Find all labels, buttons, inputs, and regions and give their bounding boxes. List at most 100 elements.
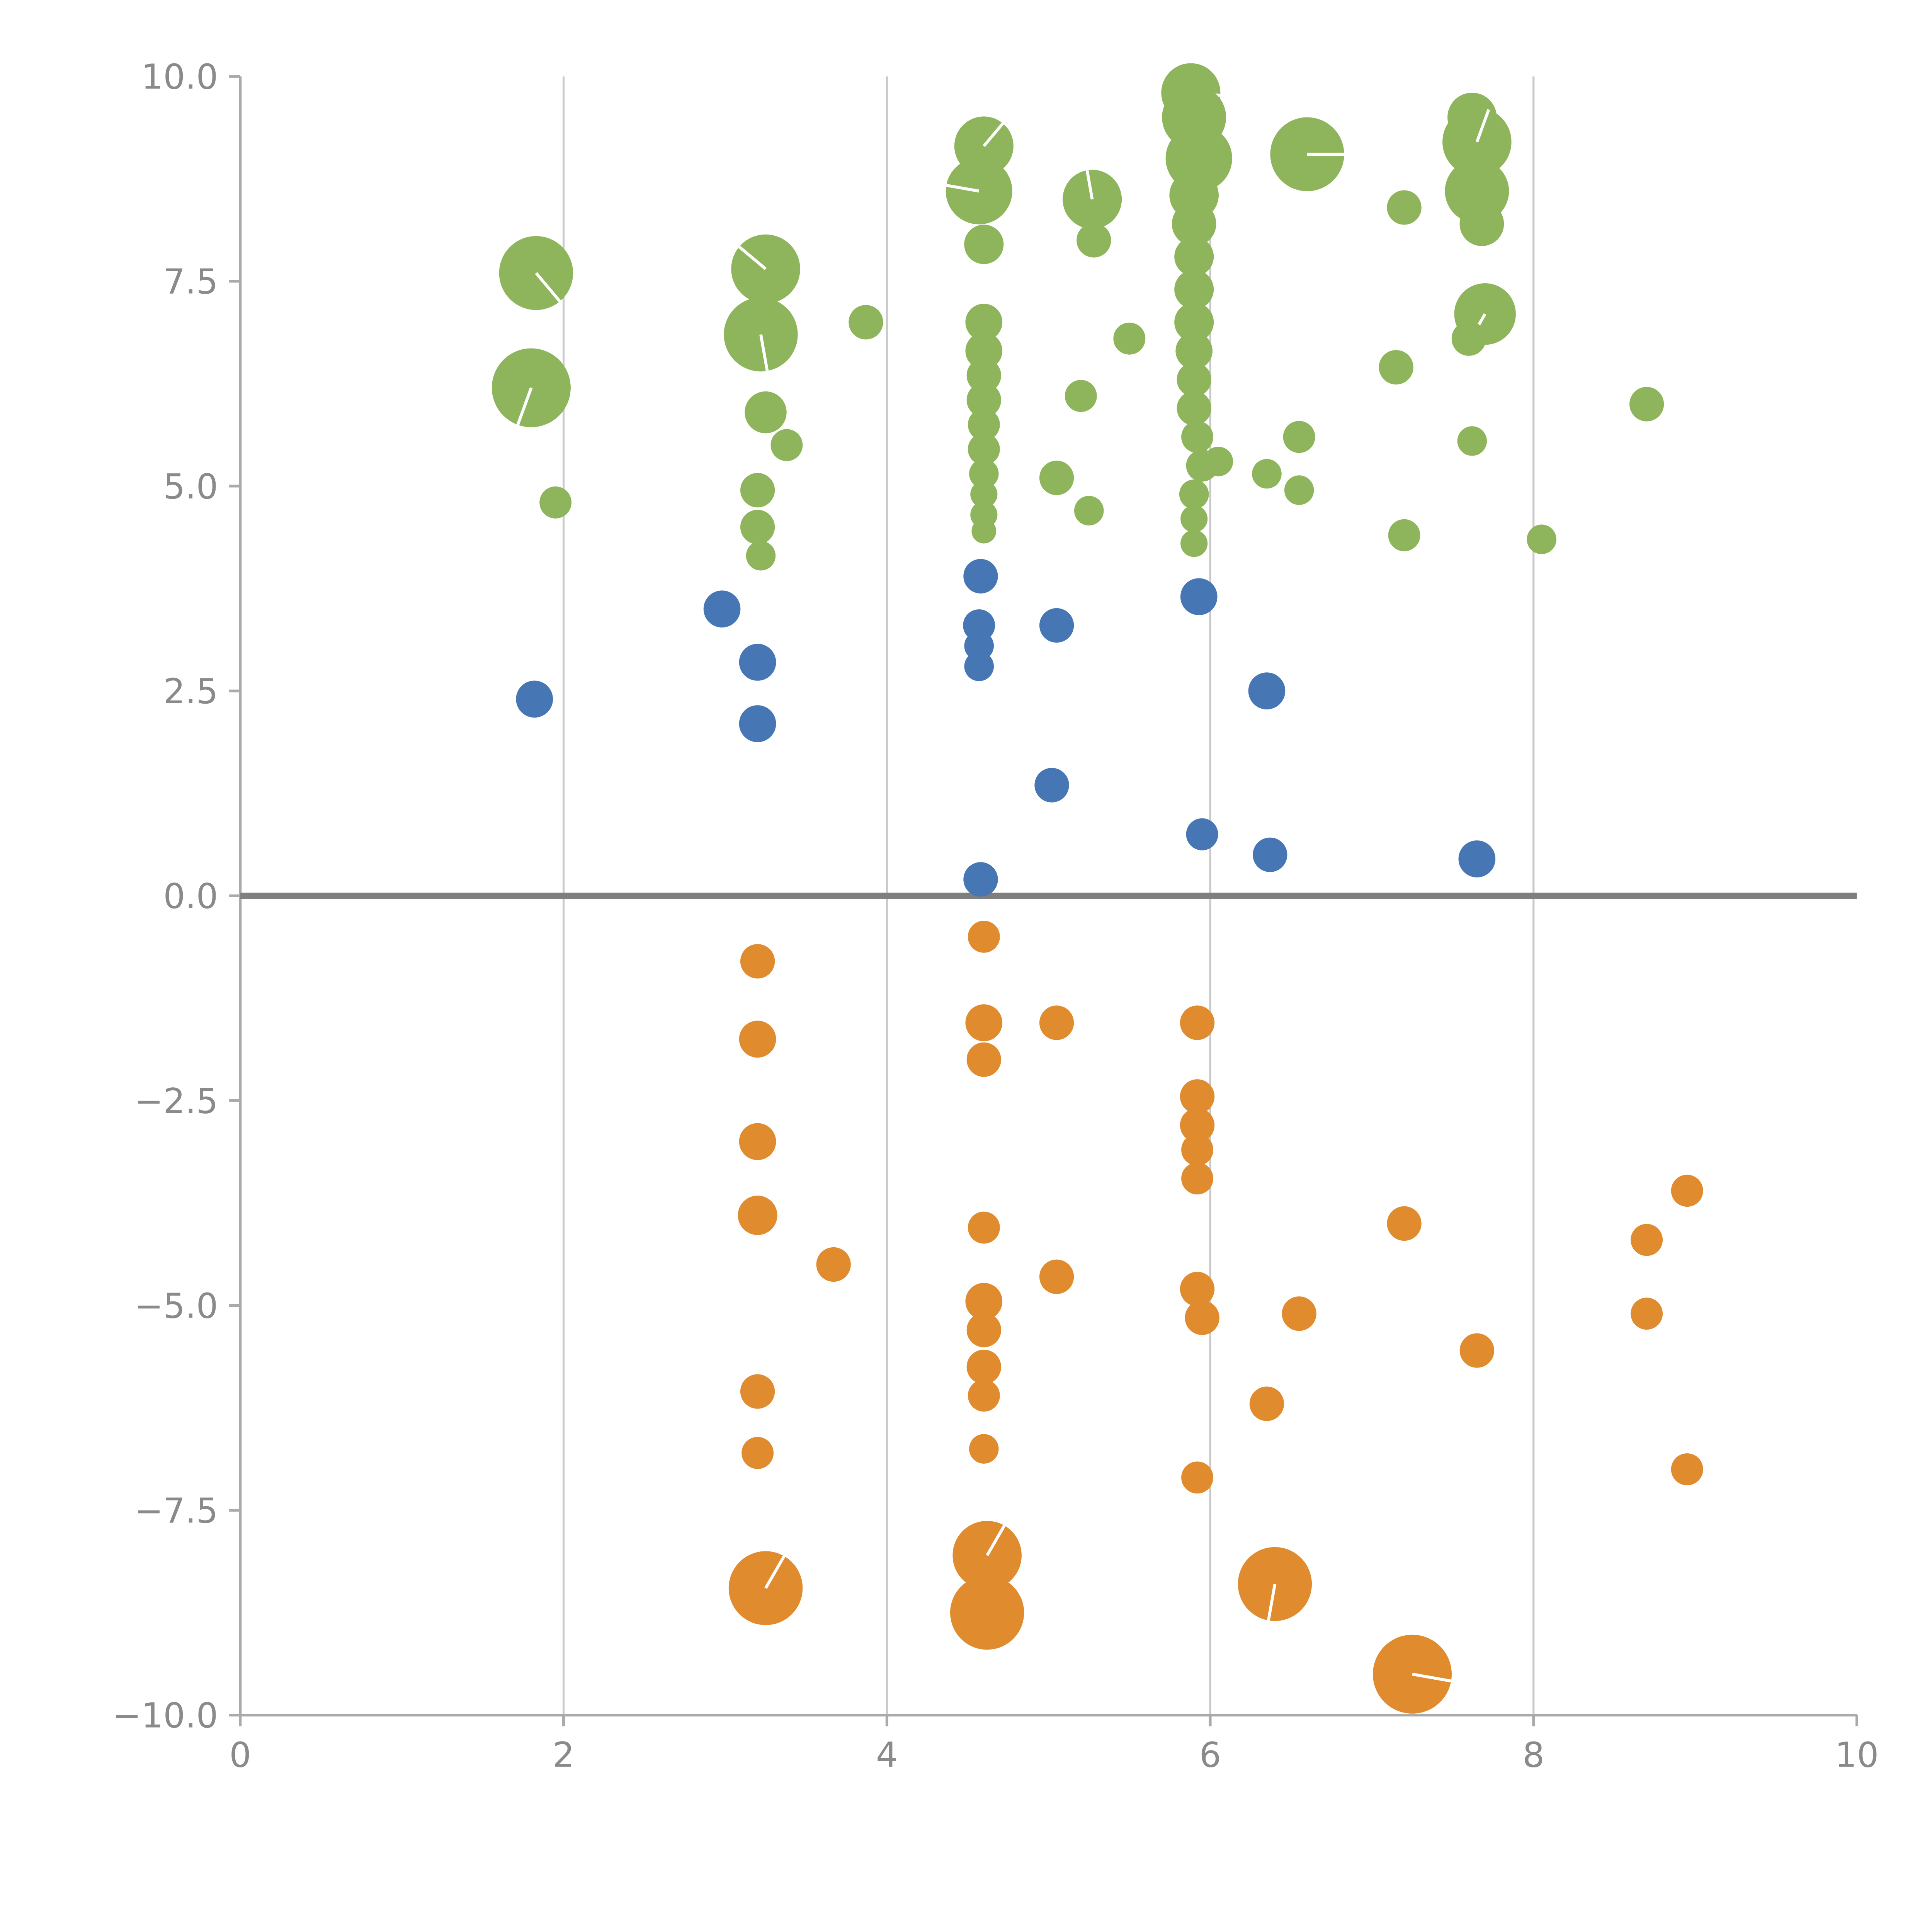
bubble-orange xyxy=(965,1004,1003,1041)
bubble-orange xyxy=(1039,1259,1074,1294)
bubble-radial-line xyxy=(1267,1583,1277,1621)
bubble-orange xyxy=(742,1437,774,1469)
bubble-orange xyxy=(740,1374,775,1409)
bubble-orange xyxy=(968,1211,1000,1244)
bubble-orange xyxy=(738,1196,777,1235)
bubble-blue xyxy=(739,705,776,742)
bubble-radial-line xyxy=(1085,170,1094,200)
bubble-green xyxy=(1074,496,1104,526)
bubble-green xyxy=(1203,447,1233,476)
bubble-blue xyxy=(1180,578,1218,616)
bubble-orange xyxy=(1180,1108,1215,1143)
bubble-orange xyxy=(966,1313,1001,1347)
bubble-green xyxy=(1175,332,1213,369)
bubble-orange xyxy=(1180,1079,1215,1114)
bubble-green xyxy=(1252,459,1282,489)
bubble-green xyxy=(1172,202,1216,246)
y-tick-label: 0.0 xyxy=(163,876,218,917)
bubble-green xyxy=(1113,322,1146,355)
y-tick-label: −2.5 xyxy=(134,1081,218,1121)
bubble-blue xyxy=(1248,672,1286,709)
bubbles-group xyxy=(492,63,1703,1714)
bubble-orange xyxy=(739,1123,776,1160)
bubble-orange xyxy=(739,1020,776,1058)
bubble-orange xyxy=(1181,1162,1213,1195)
bubble-green xyxy=(1174,237,1214,277)
bubble-orange xyxy=(1459,1333,1494,1368)
bubble-green xyxy=(1629,387,1664,422)
bubble-green xyxy=(1174,270,1214,310)
bubble-blue xyxy=(1458,840,1496,878)
bubble-blue xyxy=(739,644,776,681)
bubble-radial-line xyxy=(1475,109,1490,143)
bubble-orange xyxy=(740,944,775,979)
bubble-orange xyxy=(1631,1298,1663,1330)
bubble-radial-line xyxy=(986,1525,1006,1556)
bubble-radial-line xyxy=(1412,1672,1452,1683)
bubble-green xyxy=(968,408,1000,441)
bubble-orange xyxy=(950,1576,1024,1650)
x-tick-label: 2 xyxy=(553,1735,575,1776)
y-tick-label: 10.0 xyxy=(141,57,218,97)
bubble-green xyxy=(740,473,775,508)
bubble-orange xyxy=(966,1042,1001,1077)
bubble-green xyxy=(1180,505,1208,532)
bubble-orange xyxy=(966,1349,1001,1384)
bubble-orange xyxy=(968,920,1000,953)
bubble-orange xyxy=(1249,1386,1284,1421)
bubble-orange xyxy=(965,1283,1003,1320)
bubble-blue xyxy=(516,680,553,718)
bubble-green xyxy=(1379,350,1413,385)
bubble-orange xyxy=(1181,1134,1213,1166)
bubble-blue xyxy=(1034,768,1069,803)
bubble-green xyxy=(770,429,803,461)
bubble-green xyxy=(1387,190,1422,225)
bubble-radial-line xyxy=(738,245,767,270)
bubble-green xyxy=(966,358,1001,393)
bubble-blue xyxy=(703,590,741,628)
bubble-green xyxy=(966,383,1001,417)
bubble-orange xyxy=(1181,1461,1213,1494)
bubble-green xyxy=(740,510,775,544)
bubble-green xyxy=(1284,475,1314,505)
bubble-orange xyxy=(816,1247,851,1282)
bubble-green xyxy=(492,348,571,427)
x-tick-label: 6 xyxy=(1199,1735,1221,1776)
bubble-orange xyxy=(1185,1300,1219,1335)
y-tick-label: −7.5 xyxy=(134,1491,218,1531)
bubble-green xyxy=(1181,421,1213,453)
bubble-green xyxy=(1174,302,1214,342)
bubble-orange xyxy=(969,1434,999,1464)
bubble-green xyxy=(1177,362,1211,397)
bubble-green xyxy=(1527,524,1556,554)
bubble-radial-line xyxy=(983,122,1004,147)
bubble-radial-line xyxy=(759,334,769,371)
bubble-green xyxy=(1459,202,1504,246)
bubble-green xyxy=(1388,519,1420,551)
bubble-orange xyxy=(1671,1453,1703,1486)
y-tick-label: 2.5 xyxy=(163,672,218,712)
x-tick-label: 4 xyxy=(876,1735,898,1776)
bubble-green xyxy=(1180,530,1208,557)
bubble-radial-line xyxy=(946,184,980,193)
axes-group xyxy=(229,75,1858,1726)
bubble-green xyxy=(1283,421,1315,453)
x-tick-label: 8 xyxy=(1522,1735,1544,1776)
bubble-green xyxy=(971,519,997,544)
bubble-orange xyxy=(1387,1206,1422,1241)
x-tick-label: 0 xyxy=(229,1735,251,1776)
bubble-blue xyxy=(964,631,994,661)
tick-labels-group: −10.0 −7.5 −5.0 −2.5 0.0 2.5 5.0 7.5 10.0 0 2 4 6 8 10 xyxy=(112,57,1879,1776)
bubble-blue xyxy=(1253,837,1287,872)
bubble-blue xyxy=(963,609,995,641)
y-tick-label: −5.0 xyxy=(134,1286,218,1326)
bubble-green xyxy=(969,459,999,489)
bubble-blue xyxy=(963,862,998,897)
bubble-orange xyxy=(1039,1005,1074,1040)
bubble-blue xyxy=(963,559,998,594)
bubble-green xyxy=(849,305,883,340)
bubble-orange xyxy=(1180,1005,1215,1040)
bubble-green xyxy=(539,486,572,519)
